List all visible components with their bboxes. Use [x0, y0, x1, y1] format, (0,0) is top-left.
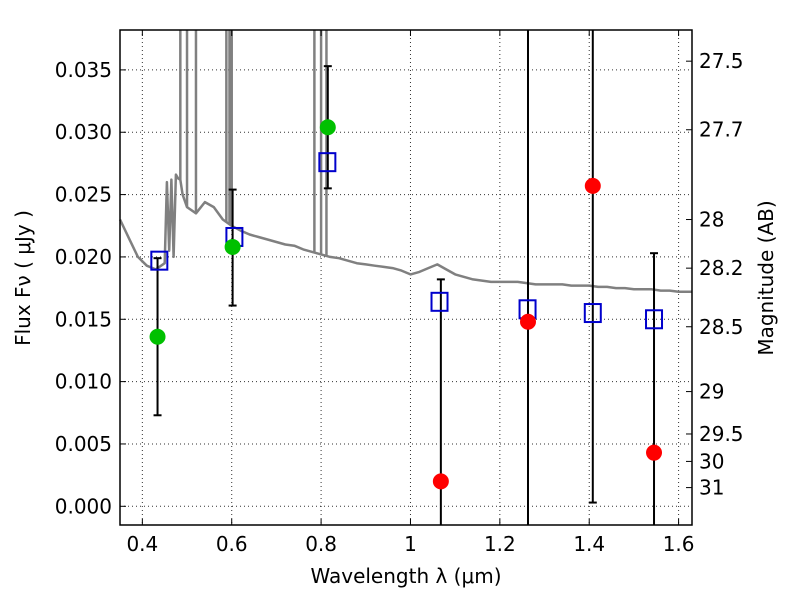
y-tick-label: 0.000 — [55, 494, 112, 518]
green-observed-point — [149, 328, 166, 345]
y-tick-label: 0.005 — [55, 432, 112, 456]
green-observed-point — [319, 119, 336, 136]
right-tick-label: 31 — [699, 476, 724, 500]
right-tick-label: 28 — [699, 208, 724, 232]
plot-frame — [119, 29, 693, 526]
y-tick-label: 0.020 — [55, 245, 112, 269]
x-axis-label: Wavelength λ (μm) — [310, 564, 501, 588]
model-square-marker — [318, 152, 337, 173]
spectrum-curve — [118, 173, 692, 294]
x-tick-label: 0.4 — [126, 532, 158, 556]
x-tick-label: 1.4 — [573, 532, 605, 556]
x-tick-label: 0.8 — [305, 532, 337, 556]
x-tick-label: 1.6 — [663, 532, 695, 556]
x-tick-label: 0.6 — [216, 532, 248, 556]
right-axis-label: Magnitude (AB) — [754, 200, 778, 355]
right-tick-label: 28.5 — [699, 315, 744, 339]
x-tick-label: 1 — [404, 532, 417, 556]
model-square-marker — [583, 303, 602, 324]
right-tick-label: 27.5 — [699, 49, 744, 73]
y-tick-label: 0.015 — [55, 307, 112, 331]
right-tick-label: 30 — [699, 449, 724, 473]
y-tick-label: 0.025 — [55, 183, 112, 207]
red-observed-point — [519, 313, 536, 330]
ticks: 0.4 0.6 0.8 1 1.2 1.4 1.6 0.000 0.005 0.010 0.015 0… — [55, 30, 744, 556]
y-tick-label: 0.035 — [55, 58, 112, 82]
red-observed-point — [646, 444, 663, 461]
spectrum-line — [118, 30, 692, 294]
grid — [120, 30, 692, 525]
red-observed-point — [432, 473, 449, 490]
model-square-marker — [150, 250, 169, 271]
y-axis-label: Flux Fν ( μJy ) — [11, 210, 35, 346]
model-square-marker — [430, 291, 449, 312]
data-markers — [149, 119, 664, 490]
right-tick-label: 29.5 — [699, 422, 744, 446]
green-observed-point — [224, 238, 241, 255]
model-square-marker — [645, 309, 664, 330]
y-tick-label: 0.030 — [55, 120, 112, 144]
red-observed-point — [584, 177, 601, 194]
right-tick-label: 27.7 — [699, 118, 744, 142]
x-tick-label: 1.2 — [484, 532, 516, 556]
right-tick-label: 29 — [699, 380, 724, 404]
y-tick-label: 0.010 — [55, 370, 112, 394]
right-tick-label: 28.2 — [699, 256, 744, 280]
